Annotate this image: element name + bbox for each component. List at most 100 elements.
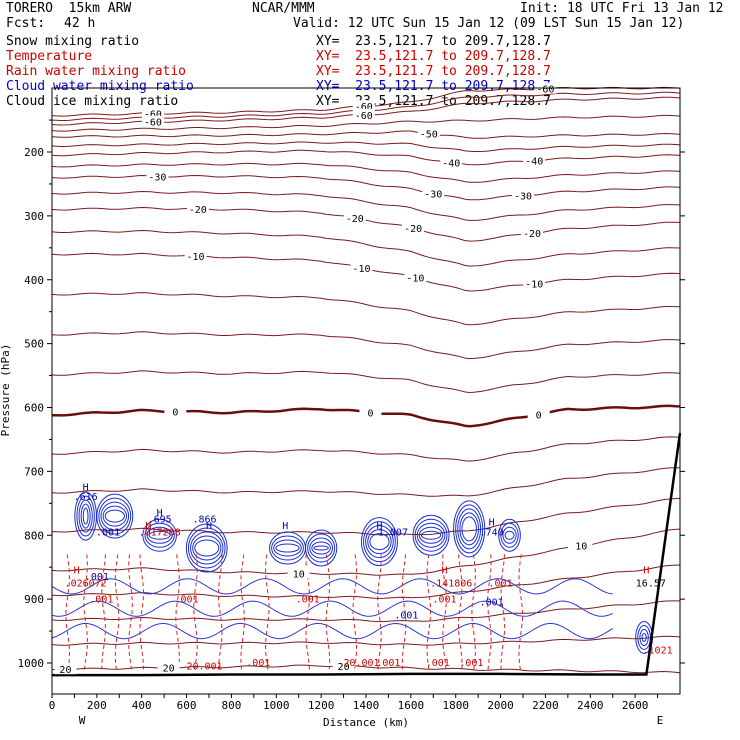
cloud-water-contour [412,514,450,556]
cloud-water-contour [51,622,613,640]
x-tick-label: 400 [132,699,152,712]
cloud-water-label: 1.007 [378,527,408,538]
rain-water-contour [377,554,382,670]
rain-water-label: .001 [376,658,400,669]
cloud-water-contour [461,516,477,542]
rain-water-contour [83,554,88,670]
rain-water-contour [265,554,270,670]
cloud-water-contour [271,535,304,561]
x-tick-label: 2000 [487,699,514,712]
cloud-water-contour [82,507,89,525]
cloud-water-contour [305,529,338,567]
rain-water-contour [518,554,523,670]
cloud-water-contour [104,509,125,523]
rain-water-contour [240,554,245,670]
y-tick-label: 700 [24,465,44,478]
terrain-line [52,432,682,677]
contour-label-bg [523,154,546,166]
temperature-label: -10 [352,264,370,275]
temperature-label: -20 [346,214,364,225]
temperature-contour [51,162,681,183]
cloud-water-contour [309,537,334,559]
y-tick-label: 1000 [18,657,45,670]
temperature-contour [51,292,681,326]
temperature-contour [51,331,681,360]
forecast-label: Fcst: [6,16,46,31]
maximum-marker: H [206,521,212,532]
cloud-water-contour [367,529,392,555]
x-tick-label: 1000 [263,699,290,712]
cloud-water-contour [459,512,479,546]
maximum-marker: H [489,518,495,529]
temperature-contour [51,174,681,201]
temperature-label: -10 [406,274,424,285]
contour-label-bg [157,661,180,673]
temperature-contour [51,141,681,152]
contour-layer [51,86,682,677]
cloud-water-contour [498,518,521,552]
temperature-contour [51,600,680,623]
maximum-marker: H [643,566,649,577]
y-tick-label: 800 [24,529,44,542]
field-cloud-water-label: Cloud water mixing ratio [6,79,194,94]
cloud-water-contour [76,495,95,537]
cloud-water-contour [360,517,398,567]
rain-water-contour [325,554,331,670]
temperature-label: 20 [59,665,71,676]
east-end-label: E [657,714,664,727]
field-rain-xy: XY= 23.5,121.7 to 209.7,128.7 [316,64,551,79]
cloud-water-label: .695 [148,514,172,525]
temperature-label: 20 [338,662,350,673]
cloud-water-contour [80,503,91,529]
temperature-label: 20 [163,664,175,675]
maximum-marker: H [282,521,288,532]
contour-label-bg [186,203,209,215]
temperature-label: 0 [367,408,373,419]
x-tick-label: 1800 [442,699,469,712]
rain-water-label: .026072 [65,578,107,589]
field-cloud-water-xy: XY= 23.5,121.7 to 209.7,128.7 [316,79,551,94]
rain-water-label: .001 [459,658,483,669]
contour-label-bg [141,107,164,119]
cloud-water-contour [365,525,394,559]
rain-water-contour [65,554,70,670]
cloud-water-contour [414,518,448,552]
maximum-marker: H [441,566,447,577]
rain-water-label: .001 [246,658,270,669]
cloud-water-contour [96,493,134,539]
rain-water-contour [217,554,223,670]
west-end-label: W [79,714,86,727]
cloud-water-contour [98,497,132,535]
x-tick-label: 2200 [532,699,559,712]
contour-label-bg [146,170,169,182]
rain-water-contour [128,554,133,670]
cloud-water-contour [148,530,171,540]
field-rain-label: Rain water mixing ratio [6,64,187,79]
cloud-water-label: .001 [85,572,109,583]
cloud-water-label: .866 [192,514,216,525]
temperature-contour [51,114,681,132]
cloud-water-contour [269,531,306,565]
contour-label-bg [350,261,373,273]
temperature-label: -10 [187,252,205,263]
cloud-water-contour [641,632,647,642]
temperature-contour [51,467,680,497]
contour-label-bg [422,187,445,199]
x-tick-label: 2400 [577,699,604,712]
contour-label-bg [54,663,77,675]
cloud-water-contour [420,530,442,540]
cloud-water-contour [273,539,302,557]
rain-water-label: .001 [489,578,513,589]
field-temperature-label: Temperature [6,49,93,64]
temperature-contour [51,130,681,139]
cloud-water-contour [275,543,300,553]
contour-label-bg [523,277,546,289]
x-tick-label: 800 [221,699,241,712]
rain-water-contour [457,554,463,670]
cloud-water-label: .616 [74,492,98,503]
temperature-contour [51,206,681,242]
rain-water-label: .017268 [139,527,181,538]
rain-water-label: .001 [89,594,113,605]
